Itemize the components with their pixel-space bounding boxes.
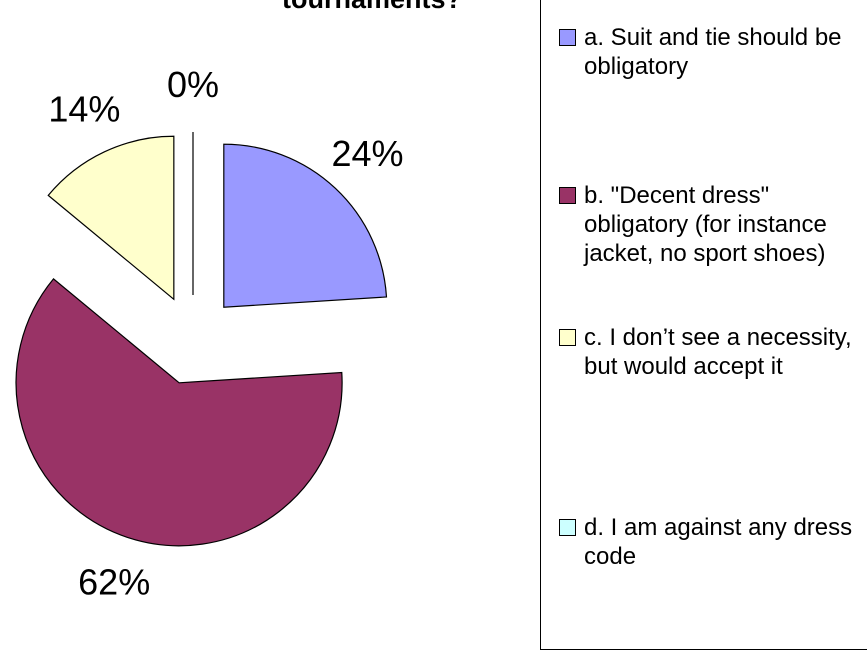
legend-label: b. "Decent dress" obligatory (for instan… — [584, 182, 827, 267]
chart-title: tournaments? — [282, 0, 462, 14]
legend-entry: d. I am against any dress code — [559, 513, 867, 571]
legend-swatch — [559, 29, 576, 46]
legend: a. Suit and tie should be obligatory b. "… — [540, 0, 867, 650]
pie-slice — [47, 135, 175, 301]
legend-entry: a. Suit and tie should be obligatory — [559, 23, 867, 81]
chart: tournaments? 24% 62% 14% 0% — [15, 0, 462, 603]
legend-swatch — [559, 519, 576, 536]
data-label: 24% — [332, 133, 404, 174]
legend-label: a. Suit and tie should be obligatory — [584, 24, 842, 80]
data-label: 0% — [167, 64, 219, 105]
legend-label: c. I don’t see a necessity, but would ac… — [584, 324, 852, 380]
pie-slice — [223, 143, 388, 308]
legend-swatch — [559, 329, 576, 346]
data-label: 14% — [48, 88, 120, 129]
legend-swatch — [559, 187, 576, 204]
pie-slice — [15, 278, 343, 547]
legend-label: d. I am against any dress code — [584, 514, 853, 570]
legend-entry: b. "Decent dress" obligatory (for instan… — [559, 181, 867, 268]
legend-entry: c. I don’t see a necessity, but would ac… — [559, 323, 867, 381]
data-label: 62% — [78, 562, 150, 603]
